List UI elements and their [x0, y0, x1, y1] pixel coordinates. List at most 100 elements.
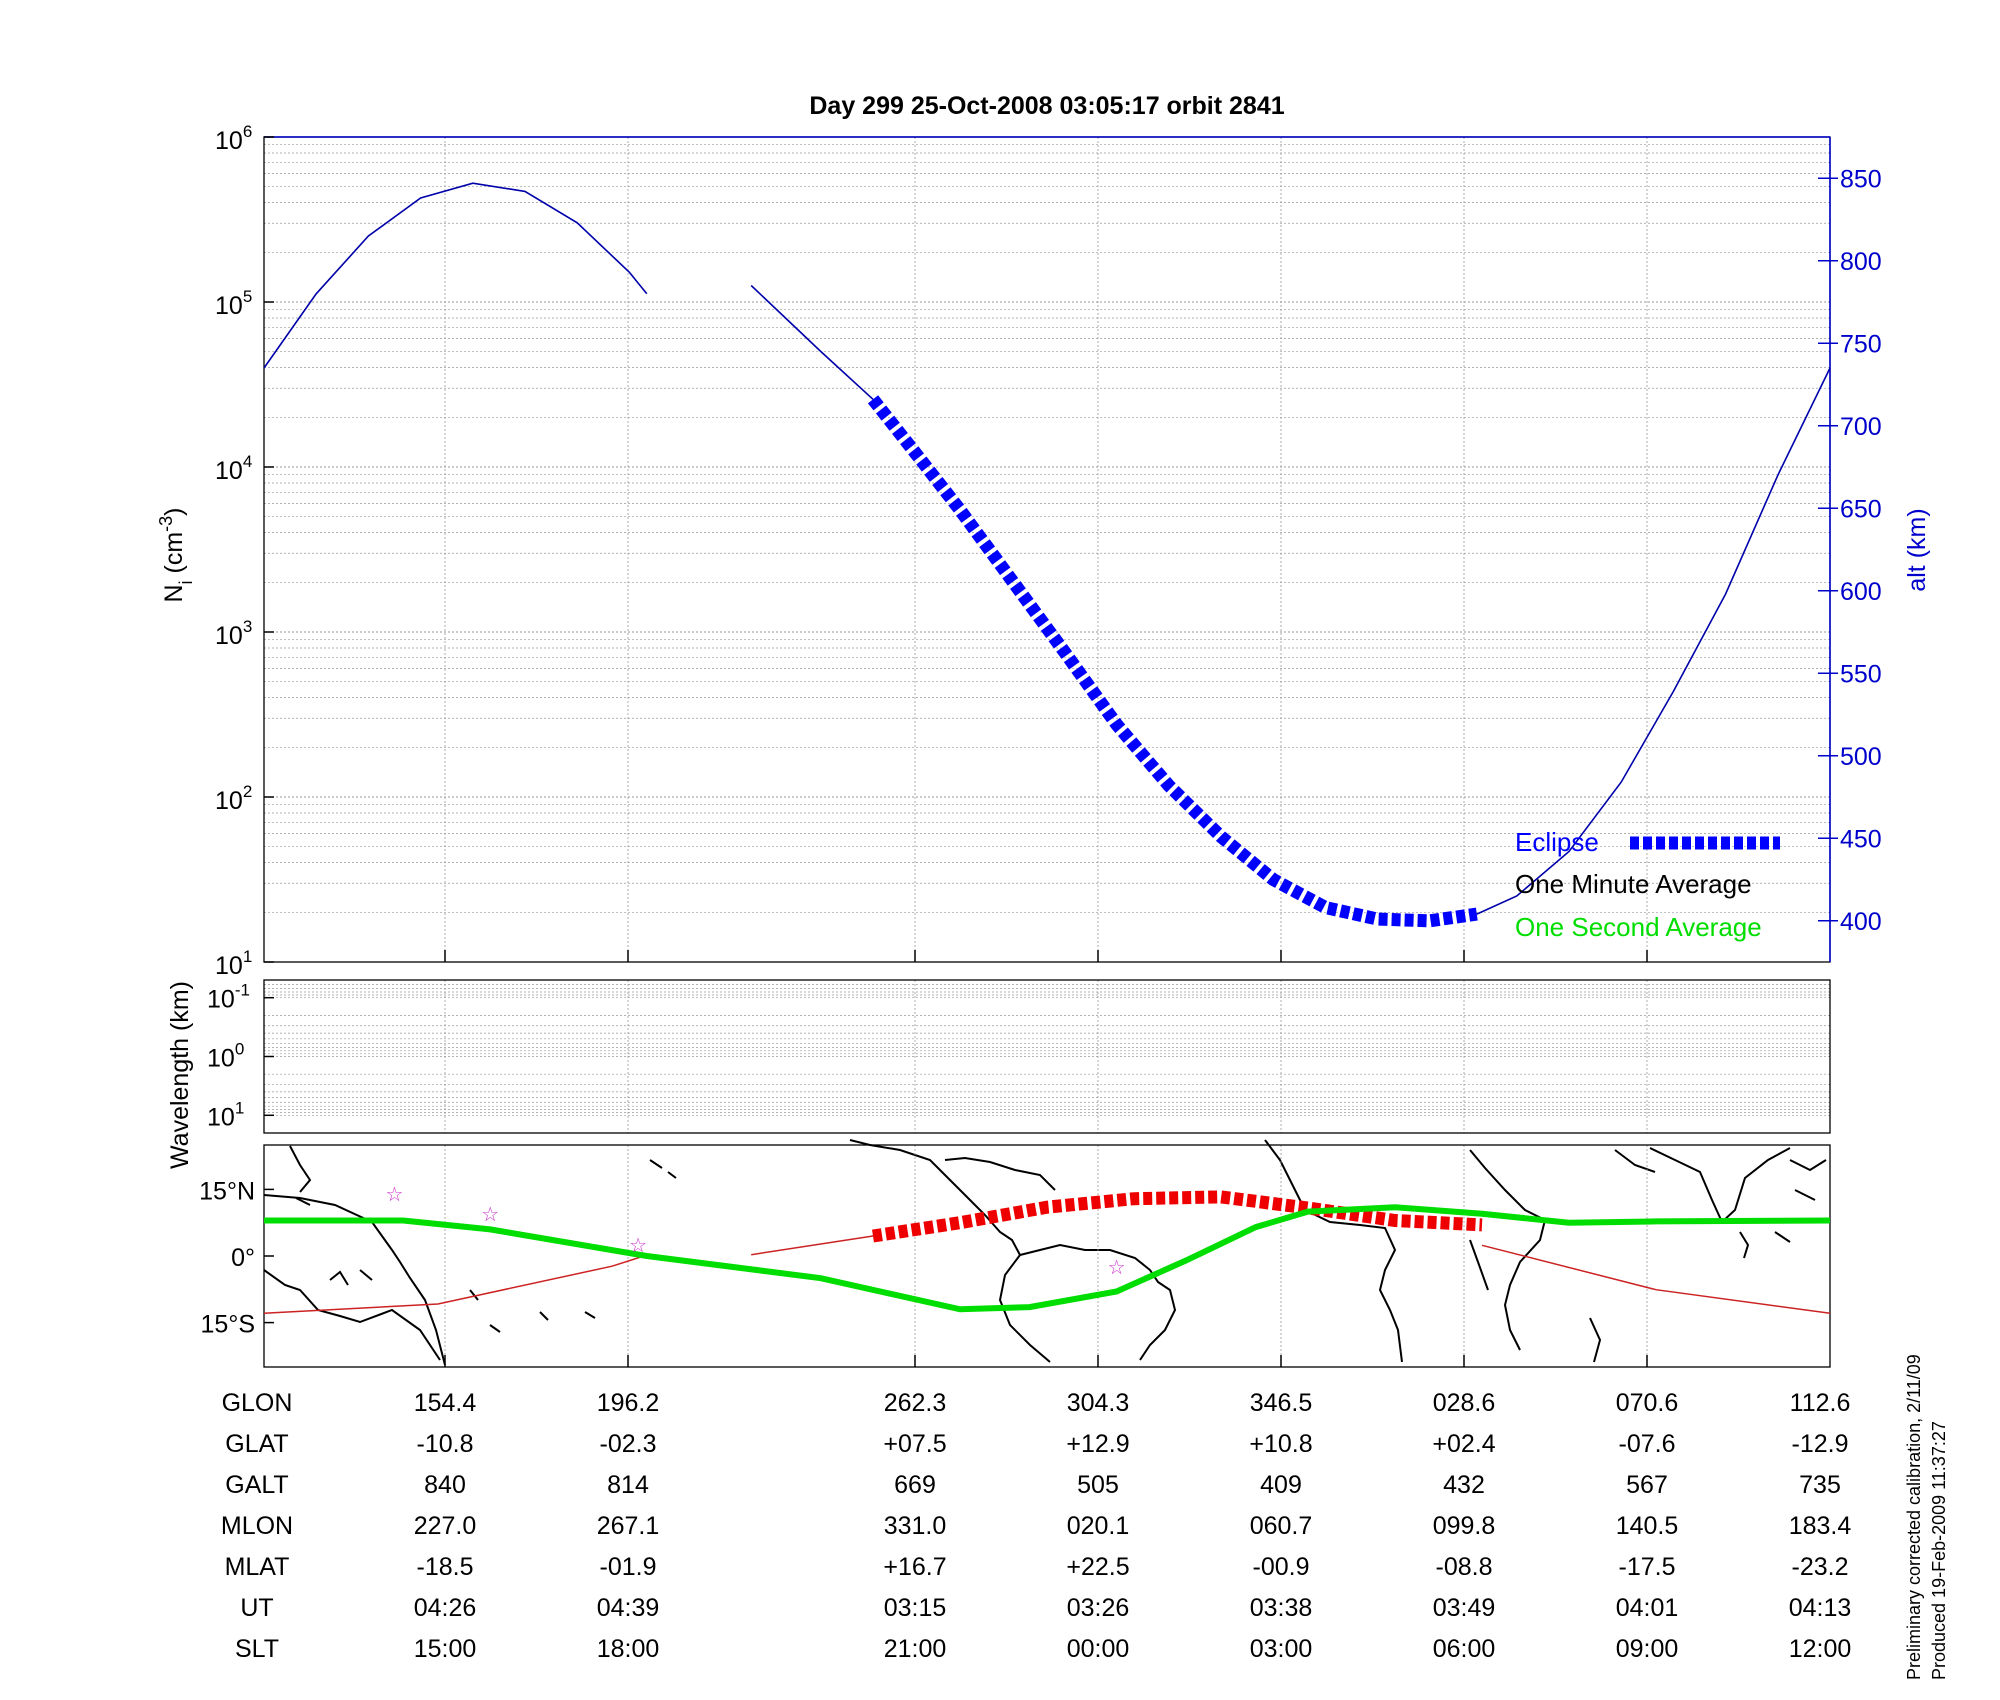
- coastline-central-america: [849, 1139, 1021, 1256]
- density-tick-label: 102: [215, 782, 252, 815]
- altitude-tick-label: 550: [1840, 660, 1882, 688]
- table-cell: 020.1: [1067, 1512, 1130, 1540]
- coastline-new-guinea: [263, 1194, 446, 1366]
- table-cell: 331.0: [884, 1512, 947, 1540]
- table-cell: 267.1: [597, 1512, 660, 1540]
- star-marker: ☆: [629, 1235, 647, 1257]
- coastline-east-africa: [1469, 1149, 1547, 1351]
- table-cell: 18:00: [597, 1635, 660, 1663]
- coastline-arabia: [1614, 1149, 1656, 1173]
- legend-one-second-label: One Second Average: [1515, 912, 1762, 942]
- table-cell: 09:00: [1616, 1635, 1679, 1663]
- wavelength-panel: 10-1 100 101 Wavelength (km): [166, 979, 1831, 1169]
- altitude-line: [263, 182, 648, 369]
- table-cell: +10.8: [1249, 1430, 1312, 1458]
- wavelength-tick-label: 10-1: [207, 981, 250, 1014]
- table-cell: 140.5: [1616, 1512, 1679, 1540]
- table-row-label: SLT: [235, 1635, 279, 1663]
- coastline-australia-north: [263, 1269, 441, 1361]
- coastline-caribbean: [944, 1156, 1056, 1191]
- table-cell: 03:15: [884, 1594, 947, 1622]
- table-cell: 04:13: [1789, 1594, 1852, 1622]
- density-panel: 101 102 103 104 105 106 400 450 500 550 600 650 700…: [156, 122, 1931, 980]
- table-cell: +22.5: [1066, 1553, 1129, 1581]
- table-cell: -07.6: [1619, 1430, 1676, 1458]
- table-cell: 028.6: [1433, 1389, 1496, 1417]
- star-marker: ☆: [481, 1204, 499, 1226]
- produced-note: Produced 19-Feb-2009 11:37:27: [1929, 1421, 1949, 1680]
- table-cell: +16.7: [883, 1553, 946, 1581]
- table-cell: 03:00: [1250, 1635, 1313, 1663]
- table-row-label: UT: [240, 1594, 273, 1622]
- ground-track-line: [263, 1254, 648, 1315]
- table-cell: 840: [424, 1471, 466, 1499]
- table-cell: 04:01: [1616, 1594, 1679, 1622]
- latitude-tick-label: 15°S: [201, 1311, 255, 1339]
- density-tick-label: 101: [215, 947, 252, 980]
- table-cell: 04:39: [597, 1594, 660, 1622]
- map-series: ☆ ☆ ☆ ☆: [263, 1184, 1831, 1315]
- table-cell: 735: [1799, 1471, 1841, 1499]
- map-y-ticks: 15°N 0° 15°S: [199, 1177, 274, 1339]
- table-cell: 06:00: [1433, 1635, 1496, 1663]
- table-cell: 505: [1077, 1471, 1119, 1499]
- table-cell: -10.8: [417, 1430, 474, 1458]
- table-cell: 21:00: [884, 1635, 947, 1663]
- table-cell: 060.7: [1250, 1512, 1313, 1540]
- latitude-tick-label: 15°N: [199, 1177, 255, 1205]
- table-row-label: GLAT: [225, 1430, 288, 1458]
- table-cell: 15:00: [414, 1635, 477, 1663]
- table-cell: 183.4: [1789, 1512, 1852, 1540]
- table-cell: 814: [607, 1471, 649, 1499]
- density-grid: [264, 137, 1830, 962]
- coastline-madagascar: [1589, 1317, 1602, 1363]
- altitude-tick-label: 650: [1840, 495, 1882, 523]
- wavelength-tick-label: 100: [207, 1040, 244, 1073]
- coastlines: [263, 1139, 1827, 1366]
- table-cell: 196.2: [597, 1389, 660, 1417]
- altitude-line: [750, 284, 874, 400]
- table-cell: -00.9: [1253, 1553, 1310, 1581]
- density-tick-label: 105: [215, 287, 252, 320]
- altitude-tick-label: 750: [1840, 330, 1882, 358]
- table-cell: 432: [1443, 1471, 1485, 1499]
- eclipse-line: [867, 395, 1478, 928]
- table-cell: +02.4: [1432, 1430, 1495, 1458]
- table-cell: -12.9: [1792, 1430, 1849, 1458]
- table-row-label: GALT: [225, 1471, 288, 1499]
- calibration-note: Preliminary corrected calibration, 2/11/…: [1904, 1354, 1924, 1680]
- altitude-axis-label: alt (km): [1903, 508, 1931, 591]
- density-axis-label: Ni (cm-3): [156, 507, 196, 602]
- table-row-label: MLAT: [225, 1553, 290, 1581]
- table-cell: -18.5: [417, 1553, 474, 1581]
- ground-track-line: [1481, 1244, 1831, 1315]
- altitude-tick-label: 600: [1840, 578, 1882, 606]
- altitude-tick-label: 850: [1840, 165, 1882, 193]
- table-cell: -17.5: [1619, 1553, 1676, 1581]
- table-cell: 03:38: [1250, 1594, 1313, 1622]
- table-cell: 12:00: [1789, 1635, 1852, 1663]
- table-cell: 03:49: [1433, 1594, 1496, 1622]
- table-cell: 099.8: [1433, 1512, 1496, 1540]
- table-cell: 567: [1626, 1471, 1668, 1499]
- legend: Eclipse One Minute Average One Second Av…: [1515, 827, 1780, 942]
- star-marker: ☆: [1108, 1257, 1126, 1279]
- wavelength-axis-label: Wavelength (km): [166, 981, 194, 1169]
- density-tick-label: 106: [215, 122, 252, 155]
- altitude-y-ticks: 400 450 500 550 600 650 700 750 800 850: [1818, 165, 1882, 936]
- density-tick-label: 104: [215, 452, 252, 485]
- chart-title: Day 299 25-Oct-2008 03:05:17 orbit 2841: [809, 92, 1284, 120]
- wavelength-tick-label: 101: [207, 1098, 244, 1131]
- table-cell: 04:26: [414, 1594, 477, 1622]
- table-cell: 070.6: [1616, 1389, 1679, 1417]
- table-cell: 669: [894, 1471, 936, 1499]
- legend-eclipse-label: Eclipse: [1515, 827, 1599, 857]
- table-row-label: MLON: [221, 1512, 293, 1540]
- density-series: [263, 182, 1831, 928]
- coastline-sahel: [1469, 1239, 1489, 1291]
- legend-one-minute-label: One Minute Average: [1515, 869, 1752, 899]
- coastline-south-america: [998, 1243, 1177, 1363]
- coastline-islands-west: [329, 1269, 596, 1333]
- altitude-tick-label: 800: [1840, 248, 1882, 276]
